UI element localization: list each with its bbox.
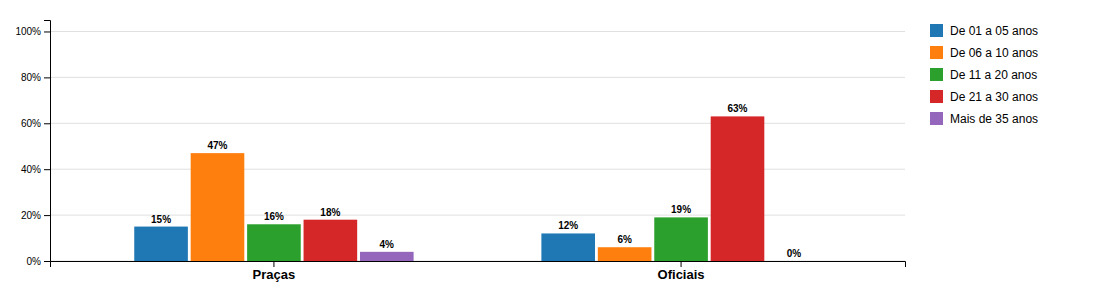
tick-label: 80% — [21, 72, 41, 83]
tick: 20% — [21, 210, 50, 221]
tick-label: 20% — [21, 210, 41, 221]
plot: 15% 12% 47% 6% 16% 19% 18% 63% 4% 0% 0% 20% 40% 60% 80… — [15, 21, 905, 283]
legend-item: De 06 a 10 anos — [930, 46, 1038, 60]
legend-swatch — [930, 112, 943, 125]
axis-line — [44, 21, 51, 262]
data-label: 6% — [617, 234, 632, 245]
bar — [304, 220, 358, 261]
bar — [654, 217, 708, 261]
tick-mark — [44, 215, 50, 216]
data-label: 19% — [671, 204, 691, 215]
legend-label: De 06 a 10 anos — [950, 46, 1038, 60]
tick-label: Oficiais — [658, 267, 705, 282]
legend-item: Mais de 35 anos — [930, 112, 1038, 126]
tick: 80% — [21, 72, 50, 83]
bar — [247, 224, 301, 261]
bar — [360, 252, 414, 261]
legend-label: De 11 a 20 anos — [950, 68, 1037, 82]
bar — [541, 233, 595, 261]
data-label: 18% — [320, 207, 340, 218]
legend-item: De 11 a 20 anos — [930, 68, 1037, 82]
data-label: 12% — [558, 220, 578, 231]
tick: Praças — [253, 261, 296, 282]
data-label: 47% — [207, 140, 227, 151]
bars — [134, 116, 764, 261]
tick-mark — [44, 261, 50, 262]
legend-swatch — [930, 90, 943, 103]
data-labels: 15% 12% 47% 6% 16% 19% 18% 63% 4% 0% — [151, 103, 801, 259]
data-label: 15% — [151, 214, 171, 225]
tick-mark — [44, 169, 50, 170]
data-label: 16% — [264, 211, 284, 222]
legend: De 01 a 05 anos De 06 a 10 anos De 11 a 20… — [930, 24, 1038, 126]
bar — [134, 227, 188, 261]
tick: 40% — [21, 164, 50, 175]
tick-mark — [681, 261, 682, 267]
tick: Oficiais — [658, 261, 705, 282]
legend-swatch — [930, 24, 943, 37]
bar — [767, 261, 821, 262]
x-axis: Praças Oficiais — [51, 261, 906, 282]
y-axis: 0% 20% 40% 60% 80% 100% — [15, 21, 50, 267]
tick-mark — [273, 261, 274, 267]
legend-label: Mais de 35 anos — [950, 112, 1038, 126]
legend-label: De 01 a 05 anos — [950, 24, 1038, 38]
grid-line — [50, 215, 905, 216]
bar — [711, 116, 765, 261]
tick: 60% — [21, 118, 50, 129]
grid-line — [50, 31, 905, 32]
grid-line — [50, 77, 905, 78]
chart: 15% 12% 47% 6% 16% 19% 18% 63% 4% 0% 0% 20% 40% 60% 80… — [0, 0, 1095, 293]
data-label: 0% — [787, 248, 802, 259]
tick-label: 0% — [27, 256, 42, 267]
legend-item: De 01 a 05 anos — [930, 24, 1038, 38]
grid-line — [50, 123, 905, 124]
legend-label: De 21 a 30 anos — [950, 90, 1038, 104]
tick-mark — [44, 77, 50, 78]
tick-mark — [44, 123, 50, 124]
axis-line — [51, 262, 906, 268]
tick-mark — [44, 31, 50, 32]
tick-label: 100% — [15, 26, 41, 37]
data-label: 63% — [727, 103, 747, 114]
legend-item: De 21 a 30 anos — [930, 90, 1038, 104]
legend-swatch — [930, 68, 943, 81]
tick-label: 40% — [21, 164, 41, 175]
bar — [191, 153, 245, 261]
tick-label: 60% — [21, 118, 41, 129]
legend-swatch — [930, 46, 943, 59]
tick: 0% — [27, 256, 50, 267]
tick-label: Praças — [253, 267, 296, 282]
tick: 100% — [15, 26, 50, 37]
grid-line — [50, 169, 905, 170]
grid — [50, 31, 905, 261]
data-label: 4% — [380, 239, 395, 250]
bar — [598, 247, 652, 261]
